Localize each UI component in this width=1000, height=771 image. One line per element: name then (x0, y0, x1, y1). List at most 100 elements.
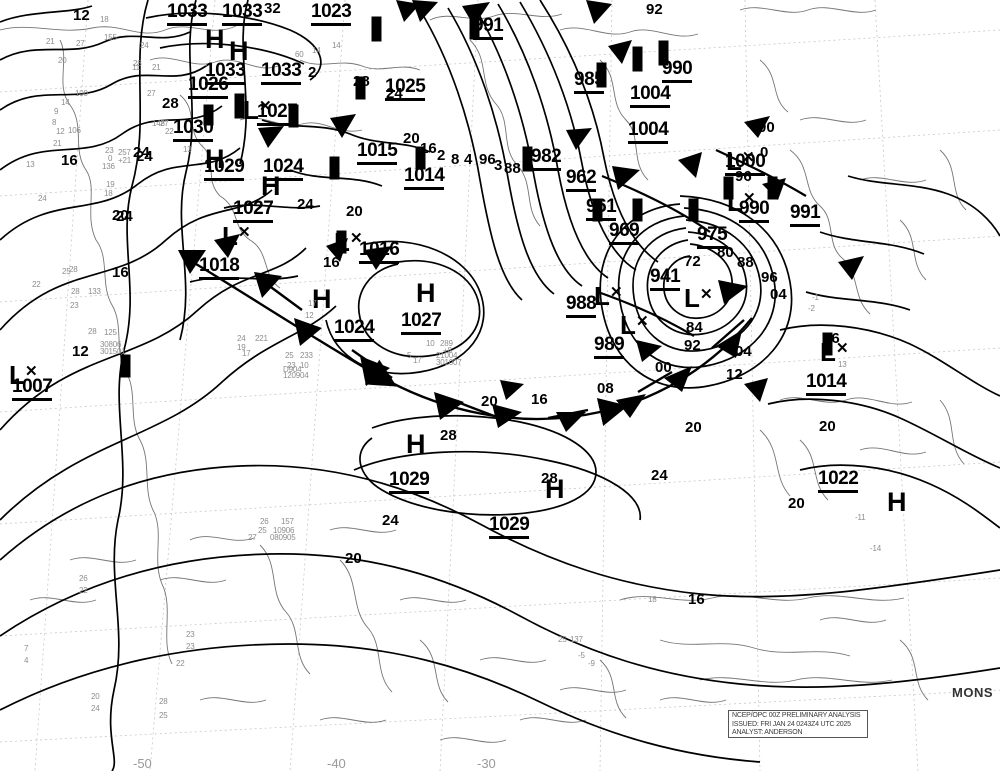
pressure-label: 1033 (261, 61, 302, 85)
station-plot-value: 27 (76, 39, 85, 48)
pressure-label: 1023 (311, 2, 352, 26)
station-plot-value: 4 (24, 656, 29, 665)
station-plot-value: 12 (305, 311, 314, 320)
isotherm-label: 72 (684, 253, 701, 270)
stamp-line-title: NCEP/OPC 00Z PRELIMINARY ANALYSIS (732, 712, 861, 719)
isotherm-label: 4 (464, 151, 473, 168)
low-center-cross-icon: ✕ (636, 313, 649, 330)
low-pressure-center: L (334, 227, 350, 257)
station-plot-value: 23 (287, 361, 296, 370)
isotherm-label: 8 (451, 151, 460, 168)
isotherm-label: 24 (651, 467, 668, 484)
station-plot-value: 21 (53, 139, 62, 148)
analysis-stamp-box: NCEP/OPC 00Z PRELIMINARY ANALYSIS ISSUED… (728, 710, 868, 738)
station-plot-value: 25 (159, 711, 168, 720)
isotherm-label: 88 (504, 160, 521, 177)
isotherm-label: 88 (737, 254, 754, 271)
isotherm-label: 32 (264, 0, 281, 17)
station-plot-value: 23 (105, 146, 114, 155)
station-plot-value: -11 (855, 513, 866, 522)
isotherm-label: 92 (646, 1, 663, 18)
station-plot-value: 28 (88, 327, 97, 336)
station-plot-value: 12 (56, 127, 65, 136)
station-plot-value: 23 (70, 301, 79, 310)
low-pressure-center: L (820, 337, 836, 367)
isotherm-label: 24 (382, 512, 399, 529)
pressure-label: 975 (697, 225, 728, 249)
axis-tick-label: -40 (327, 756, 346, 771)
high-pressure-center: H (312, 284, 332, 314)
isotherm-label: 3 (494, 157, 503, 174)
axis-tick-label: -50 (133, 756, 152, 771)
isotherm-label: 96 (479, 151, 496, 168)
station-plot-value: +21 (118, 156, 131, 165)
isotherm-label: 24 (136, 148, 153, 165)
station-plot-value: -1 (812, 293, 819, 302)
high-pressure-center: H (261, 171, 281, 201)
isotherm-label: 28 (162, 95, 179, 112)
station-plot-value: 17 (413, 356, 422, 365)
low-pressure-center: L (243, 95, 259, 125)
station-plot-value: 20 (91, 692, 100, 701)
station-plot-value: 21 (152, 63, 161, 72)
isotherm-label: 24 (297, 196, 314, 213)
station-plot-value: 137 (570, 635, 583, 644)
isotherm-label: 08 (597, 380, 614, 397)
high-pressure-center: H (887, 487, 907, 517)
isotherm-label: 16 (112, 264, 129, 281)
pressure-label: 961 (586, 197, 617, 221)
pressure-label: 1033 (167, 2, 208, 26)
low-center-cross-icon: ✕ (743, 190, 756, 207)
high-pressure-center: H (416, 278, 436, 308)
station-plot-value: -2 (808, 304, 815, 313)
pressure-label: 1029 (389, 470, 430, 494)
isotherm-label: 24 (386, 85, 403, 102)
isotherm-label: 00 (758, 119, 775, 136)
isotherm-label: 20 (403, 130, 420, 147)
pressure-label: 982 (531, 147, 562, 171)
isotherm-label: 00 (655, 359, 672, 376)
isotherm-label: 96 (761, 269, 778, 286)
station-plot-value: 20 (58, 56, 67, 65)
station-plot-value: 221 (255, 334, 268, 343)
pressure-label: 985 (574, 70, 605, 94)
isotherm-label: 20 (481, 393, 498, 410)
station-plot-value: 17 (242, 349, 251, 358)
pressure-label: 1033 (205, 61, 246, 85)
pressure-label: 990 (662, 59, 693, 83)
isotherm-label: 16 (531, 391, 548, 408)
low-pressure-center: L (726, 146, 742, 176)
station-plot-value: 19 (237, 343, 246, 352)
pressure-label: 1025 (385, 77, 426, 101)
pressure-label: 1024 (334, 318, 375, 342)
pressure-label: 969 (609, 221, 640, 245)
station-plot-value: 301007 (436, 358, 462, 367)
station-plot-value: 148 (152, 119, 165, 128)
station-plot-value: 7 (24, 644, 29, 653)
wind-barbs (120, 16, 833, 378)
station-plot-value: 13 (26, 160, 35, 169)
station-plot-value: 28 (71, 287, 80, 296)
isotherm-label: 12 (726, 366, 743, 383)
isotherm-label: 92 (684, 337, 701, 354)
station-plot-value: 136 (102, 162, 115, 171)
station-plot-value: 13 (838, 360, 847, 369)
station-plot-value: 28 (133, 59, 142, 68)
station-plot-value: 22 (165, 127, 174, 136)
isotherm-label: 04 (735, 343, 752, 360)
station-plot-value: +8 (443, 346, 452, 355)
warm-fronts (597, 149, 807, 337)
station-plot-value: 125 (104, 328, 117, 337)
low-center-cross-icon: ✕ (836, 340, 849, 357)
high-pressure-center: H (205, 24, 225, 54)
high-pressure-center: H (205, 144, 225, 174)
station-plot-value: 14 (61, 98, 70, 107)
station-plot-value: 19 (106, 180, 115, 189)
station-plot-value: 27 (147, 89, 156, 98)
isotherm-label: 16 (420, 140, 437, 157)
pressure-label: 1024 (263, 157, 304, 181)
isotherm-label: 20 (819, 418, 836, 435)
high-pressure-center: H (406, 429, 426, 459)
isotherm-label: 12 (72, 343, 89, 360)
